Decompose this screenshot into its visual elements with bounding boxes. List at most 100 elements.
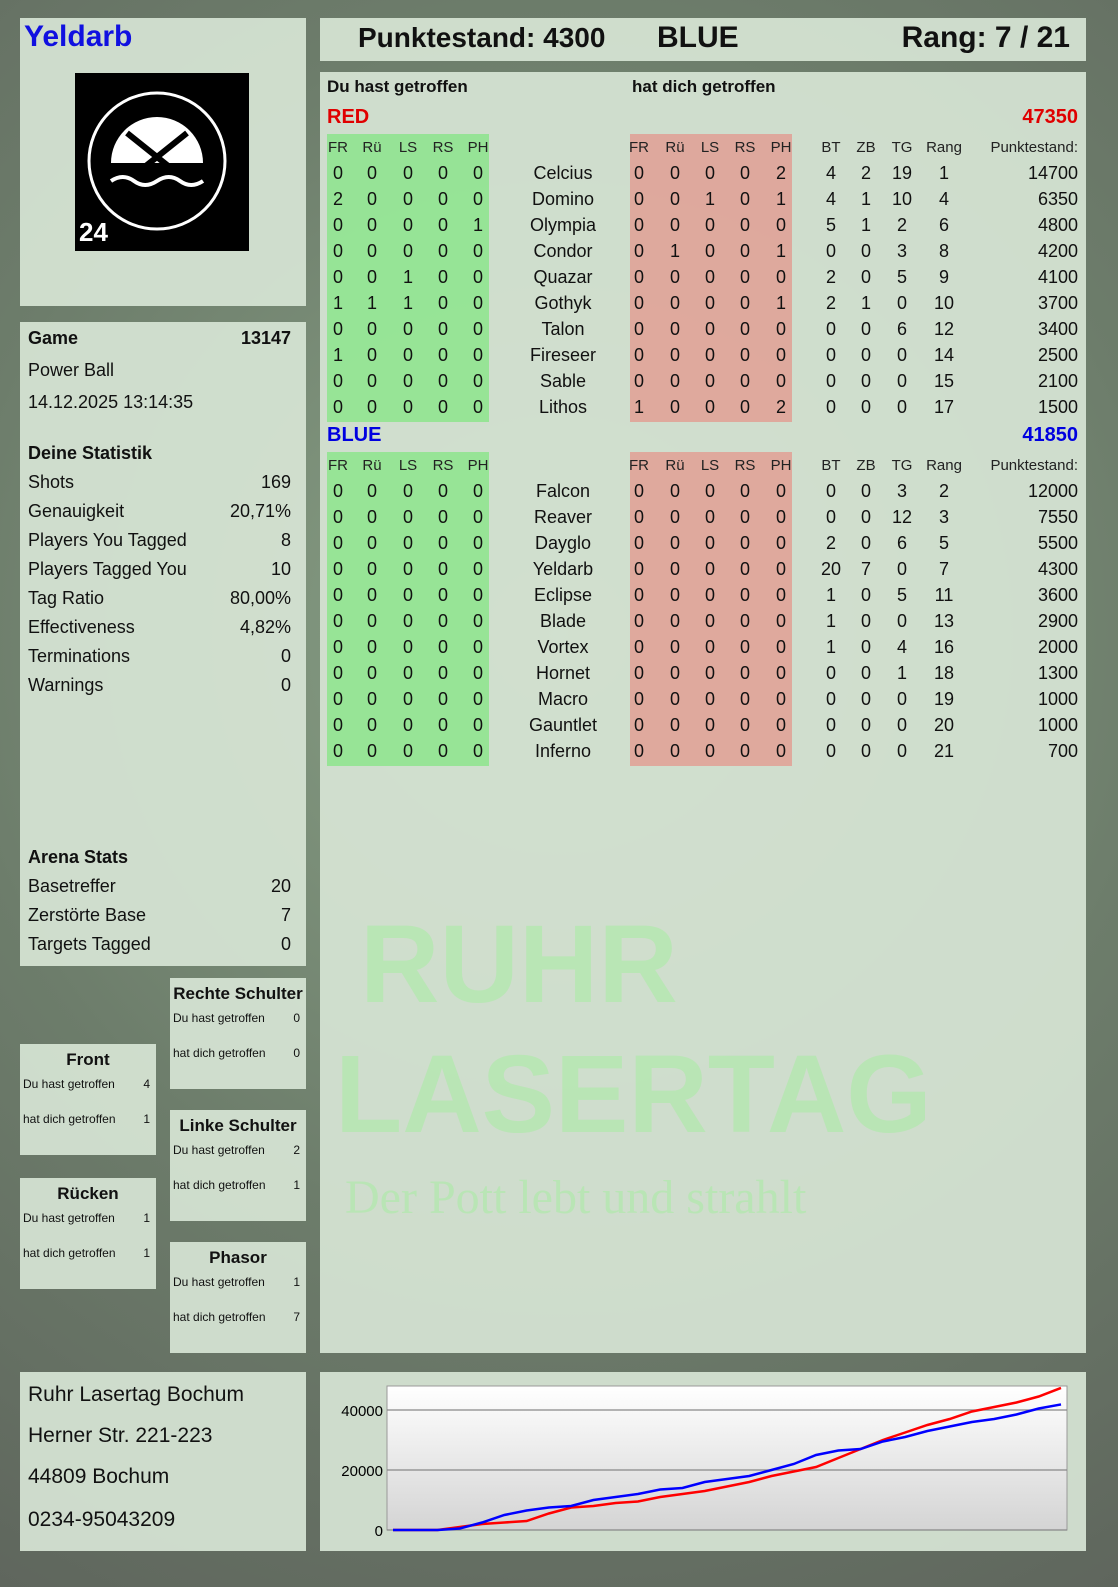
hit-you-cell: 0 — [633, 507, 644, 527]
hit-you-cell: 0 — [739, 611, 750, 631]
player-name: Macro — [537, 689, 588, 709]
stat-cell: 1 — [896, 663, 907, 683]
hitzone-title: Rechte Schulter — [173, 984, 303, 1003]
hit-you-cell: 0 — [704, 371, 715, 391]
stat-cell: 0 — [896, 715, 907, 735]
stat-cell: 0 — [825, 663, 836, 683]
hit-you-cell: 1 — [633, 397, 644, 417]
value: 7 — [293, 1310, 300, 1324]
stat-row: Genauigkeit 20,71% — [28, 501, 291, 522]
value: 2 — [293, 1143, 300, 1157]
player-name: Yeldarb — [532, 559, 594, 579]
stat-cell: 0 — [860, 533, 871, 553]
hit-you-cell: 0 — [704, 715, 715, 735]
player-name: Vortex — [537, 637, 589, 657]
hit-you-cell: 0 — [633, 663, 644, 683]
hit-you-cell: 0 — [739, 663, 750, 683]
stat-cell: 0 — [860, 397, 871, 417]
hit-you-cell: 0 — [633, 319, 644, 339]
club-logo: 24 — [75, 73, 249, 251]
hit-you-cell: 0 — [775, 345, 786, 365]
you-hit-cell: 0 — [366, 637, 377, 657]
hit-you-cell: 1 — [704, 189, 715, 209]
stat-cell: 0 — [860, 637, 871, 657]
col-header: Rang — [926, 139, 962, 156]
hit-you-cell: 0 — [669, 267, 680, 287]
hit-you-cell: 0 — [704, 559, 715, 579]
stat-cell: 7 — [938, 559, 949, 579]
hit-you-block — [630, 452, 792, 766]
hit-you-cell: 0 — [633, 189, 644, 209]
player-name: Fireseer — [529, 345, 596, 365]
stat-cell: 6 — [938, 215, 949, 235]
stat-cell: 4 — [825, 189, 836, 209]
label: Du hast getroffen — [23, 1077, 115, 1091]
hit-you-cell: 0 — [669, 163, 680, 183]
hit-you-cell: 0 — [775, 267, 786, 287]
stat-cell: 0 — [896, 371, 907, 391]
you-hit-cell: 0 — [332, 741, 343, 761]
player-name: Gauntlet — [528, 715, 598, 735]
you-hit-cell: 0 — [402, 585, 413, 605]
stat-cell: 19 — [891, 163, 913, 183]
hit-you-cell: 0 — [633, 481, 644, 501]
score-cell: 2900 — [1037, 611, 1078, 631]
hit-you-cell: 0 — [704, 163, 715, 183]
stat-cell: 0 — [825, 371, 836, 391]
value: 0 — [293, 1011, 300, 1025]
stats-title: Deine Statistik — [28, 443, 153, 463]
value: 1 — [143, 1112, 150, 1126]
hitzone-hit-you: hat dich getroffen 0 — [173, 1046, 300, 1060]
stat-cell: 17 — [933, 397, 955, 417]
hit-you-cell: 0 — [739, 319, 750, 339]
hit-you-cell: 1 — [669, 241, 680, 261]
stat-cell: 1 — [860, 293, 871, 313]
score-cell: 4200 — [1037, 241, 1078, 261]
score-cell: 1000 — [1037, 715, 1078, 735]
hit-you-cell: 0 — [704, 689, 715, 709]
hit-you-cell: 0 — [739, 293, 750, 313]
hitzone-hit-you: hat dich getroffen 1 — [173, 1178, 300, 1192]
hitzone-title: Phasor — [209, 1248, 267, 1267]
stat-value: 80,00% — [229, 588, 291, 608]
score-cell: 12000 — [1027, 481, 1078, 501]
you-hit-cell: 0 — [437, 715, 448, 735]
you-hit-cell: 1 — [332, 345, 343, 365]
you-hit-cell: 0 — [366, 559, 377, 579]
you-hit-cell: 0 — [437, 189, 448, 209]
stat-cell: 0 — [825, 741, 836, 761]
value: 1 — [293, 1178, 300, 1192]
hit-you-cell: 1 — [775, 189, 786, 209]
stat-cell: 14 — [933, 345, 955, 365]
value: 1 — [143, 1246, 150, 1260]
stat-cell: 6 — [896, 319, 907, 339]
address-line: Ruhr Lasertag Bochum — [28, 1383, 244, 1406]
score-cell: 4800 — [1037, 215, 1078, 235]
label: Du hast getroffen — [173, 1275, 265, 1289]
col-header: Rü — [362, 139, 382, 156]
arena-row: Basetreffer 20 — [28, 876, 291, 897]
you-hit-cell: 0 — [402, 663, 413, 683]
stat-cell: 20 — [820, 559, 842, 579]
col-header: RS — [432, 457, 454, 474]
player-name: Olympia — [529, 215, 596, 235]
you-hit-cell: 0 — [366, 611, 377, 631]
col-header: BT — [821, 457, 841, 474]
you-hit-cell: 0 — [437, 689, 448, 709]
you-hit-cell: 0 — [366, 663, 377, 683]
hit-you-cell: 0 — [669, 481, 680, 501]
team-total: 41850 — [1022, 424, 1078, 446]
hit-you-block — [630, 134, 792, 422]
hit-you-cell: 0 — [739, 345, 750, 365]
stat-label: Tag Ratio — [28, 588, 105, 608]
col-header: FR — [328, 457, 348, 474]
hit-you-cell: 0 — [633, 293, 644, 313]
you-hit-cell: 0 — [366, 585, 377, 605]
col-header: LS — [398, 457, 418, 474]
you-hit-cell: 0 — [437, 637, 448, 657]
value: 4 — [143, 1077, 150, 1091]
hit-you-cell: 0 — [633, 741, 644, 761]
hit-you-cell: 0 — [739, 715, 750, 735]
svg-text:24: 24 — [79, 217, 108, 247]
score-cell: 1000 — [1037, 689, 1078, 709]
